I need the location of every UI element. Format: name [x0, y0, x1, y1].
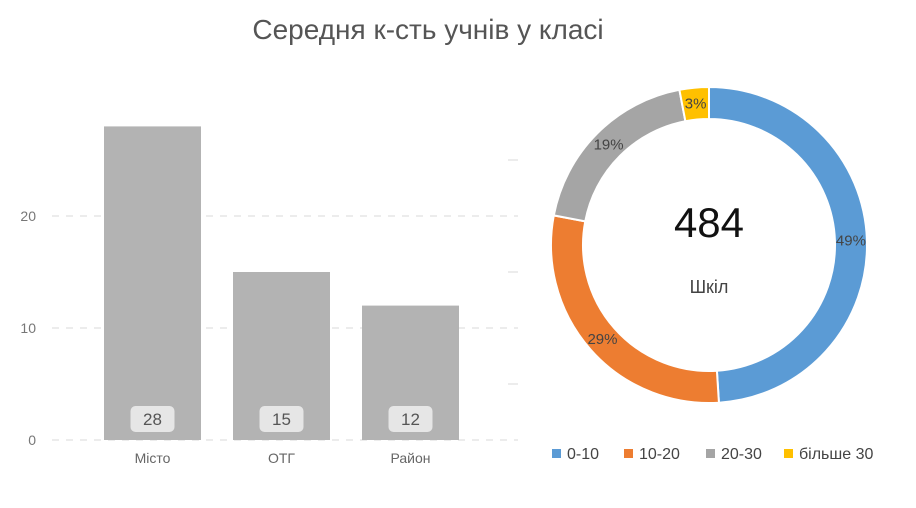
legend-label: більше 30: [799, 446, 873, 463]
donut-slice[interactable]: [678, 85, 710, 123]
data-label-box: [130, 406, 175, 432]
center-value: 484: [674, 199, 744, 246]
legend-swatch: [552, 449, 561, 458]
y-tick-label: 20: [20, 208, 36, 224]
center-caption: Шкіл: [690, 277, 729, 297]
slice-label: 19%: [594, 137, 624, 154]
donut-slice[interactable]: [708, 85, 868, 404]
bar[interactable]: [104, 126, 201, 441]
x-tick-label: Район: [391, 450, 431, 466]
y-tick-label: 10: [20, 320, 36, 336]
legend-swatch: [624, 449, 633, 458]
legend-label: 20-30: [721, 446, 762, 463]
legend-swatch: [706, 449, 715, 458]
donut-slice[interactable]: [552, 88, 687, 223]
data-label: 12: [401, 410, 420, 429]
x-tick-label: ОТГ: [268, 450, 295, 466]
data-label-box: [388, 406, 433, 432]
legend-label: 0-10: [567, 446, 599, 463]
legend-swatch: [784, 449, 793, 458]
data-label: 15: [272, 410, 291, 429]
data-label-box: [259, 406, 304, 432]
slice-label: 3%: [685, 96, 707, 113]
chart-title: Середня к-сть учнів у класі: [252, 14, 604, 45]
legend-label: 10-20: [639, 446, 680, 463]
data-label: 28: [143, 410, 162, 429]
y-tick-label: 0: [28, 432, 36, 448]
x-tick-label: Місто: [135, 450, 171, 466]
slice-label: 49%: [836, 233, 866, 250]
slice-label: 29%: [587, 331, 617, 348]
